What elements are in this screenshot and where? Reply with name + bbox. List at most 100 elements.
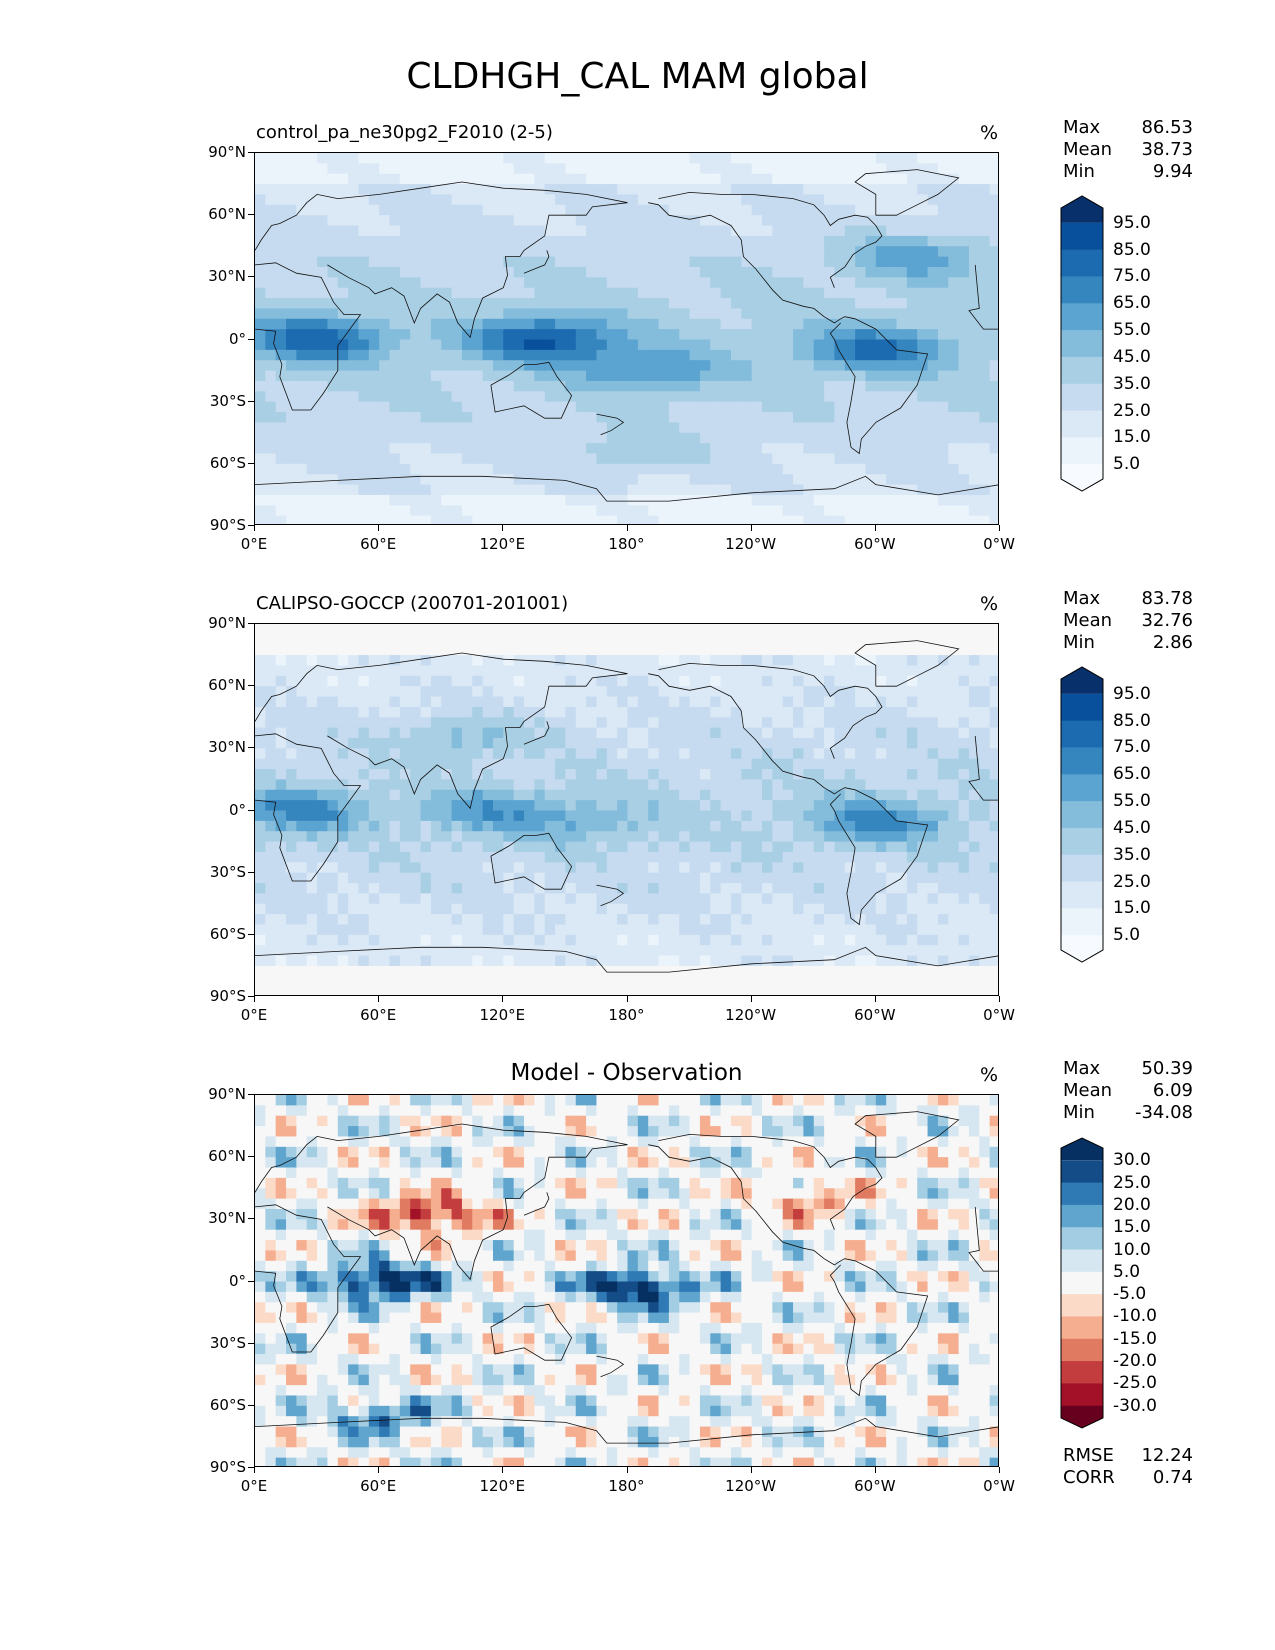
field-cell <box>586 675 598 687</box>
field-cell <box>865 432 877 444</box>
field-cell <box>730 644 742 656</box>
field-cell <box>555 266 567 278</box>
field-cell <box>741 505 753 517</box>
field-cell <box>637 463 649 475</box>
field-cell <box>989 204 998 216</box>
field-cell <box>306 443 318 455</box>
x-tick <box>626 525 628 531</box>
field-cell <box>886 256 898 268</box>
field-cell <box>689 769 701 781</box>
field-cell <box>586 945 598 957</box>
field-cell <box>834 515 846 524</box>
field-cell <box>492 965 504 977</box>
field-cell <box>255 463 266 475</box>
field-cell <box>368 194 380 206</box>
field-cell <box>534 986 546 995</box>
field-cell <box>420 675 432 687</box>
field-cell <box>875 256 887 268</box>
field-cell <box>544 769 556 781</box>
field-cell <box>699 914 711 926</box>
field-cell <box>689 339 701 351</box>
field-cell <box>565 675 577 687</box>
field-cell <box>989 443 998 455</box>
field-cell <box>699 184 711 196</box>
field-cell <box>875 422 887 434</box>
field-cell <box>637 686 649 698</box>
field-cell <box>937 443 949 455</box>
field-cell <box>420 308 432 320</box>
field-cell <box>720 955 732 967</box>
field-cell <box>286 789 297 801</box>
field-cell <box>865 624 877 635</box>
field-cell <box>430 810 442 822</box>
field-cell <box>596 758 608 770</box>
field-cell <box>679 748 691 760</box>
field-cell <box>482 903 494 915</box>
field-cell <box>513 494 525 506</box>
field-cell <box>368 360 380 372</box>
field-cell <box>337 173 349 185</box>
field-cell <box>555 955 567 967</box>
field-cell <box>834 153 846 164</box>
field-cell <box>720 831 732 843</box>
field-cell <box>348 686 360 698</box>
field-cell <box>793 277 805 289</box>
field-cell <box>441 955 453 967</box>
field-cell <box>389 841 401 853</box>
field-cell <box>410 820 422 832</box>
field-cell <box>689 831 701 843</box>
field-cell <box>637 737 649 749</box>
field-cell <box>461 401 473 413</box>
field-cell <box>358 163 370 175</box>
colorbar-level-label: 5.0 <box>1113 454 1141 475</box>
field-cell <box>513 965 525 977</box>
field-cell <box>627 675 639 687</box>
field-cell <box>917 194 929 206</box>
field-cell <box>762 380 773 392</box>
field-cell <box>534 494 546 506</box>
field-cell <box>865 883 877 894</box>
field-cell <box>306 965 318 977</box>
field-cell <box>824 841 836 853</box>
field-cell <box>296 412 308 423</box>
field-cell <box>544 256 556 268</box>
field-cell <box>472 184 484 196</box>
field-cell <box>637 318 649 330</box>
field-cell <box>275 225 287 237</box>
field-cell <box>461 163 473 175</box>
field-cell <box>596 893 608 905</box>
field-cell <box>606 474 618 486</box>
field-cell <box>461 986 473 995</box>
field-cell <box>337 634 349 646</box>
field-cell <box>813 474 825 486</box>
field-cell <box>317 624 329 635</box>
field-cell <box>917 391 929 403</box>
field-cell <box>762 246 773 258</box>
field-cell <box>927 349 939 361</box>
colorbar-segment <box>1061 196 1103 223</box>
field-cell <box>906 287 918 299</box>
field-cell <box>575 380 587 392</box>
field-cell <box>379 163 391 175</box>
field-cell <box>751 173 763 185</box>
field-cell <box>720 256 732 268</box>
field-cell <box>461 256 473 268</box>
field-cell <box>948 204 960 216</box>
field-cell <box>317 474 329 486</box>
field-cell <box>337 644 349 656</box>
field-cell <box>596 484 608 496</box>
field-cell <box>689 986 701 995</box>
field-cell <box>637 412 649 423</box>
field-cell <box>906 934 918 946</box>
field-cell <box>803 872 815 884</box>
field-cell <box>513 298 525 310</box>
field-cell <box>265 329 277 341</box>
field-cell <box>865 173 877 185</box>
field-cell <box>513 277 525 289</box>
field-cell <box>793 624 805 635</box>
field-cell <box>865 903 877 915</box>
field-cell <box>513 779 525 791</box>
field-cell <box>699 624 711 635</box>
field-cell <box>658 453 670 465</box>
field-cell <box>803 360 815 372</box>
